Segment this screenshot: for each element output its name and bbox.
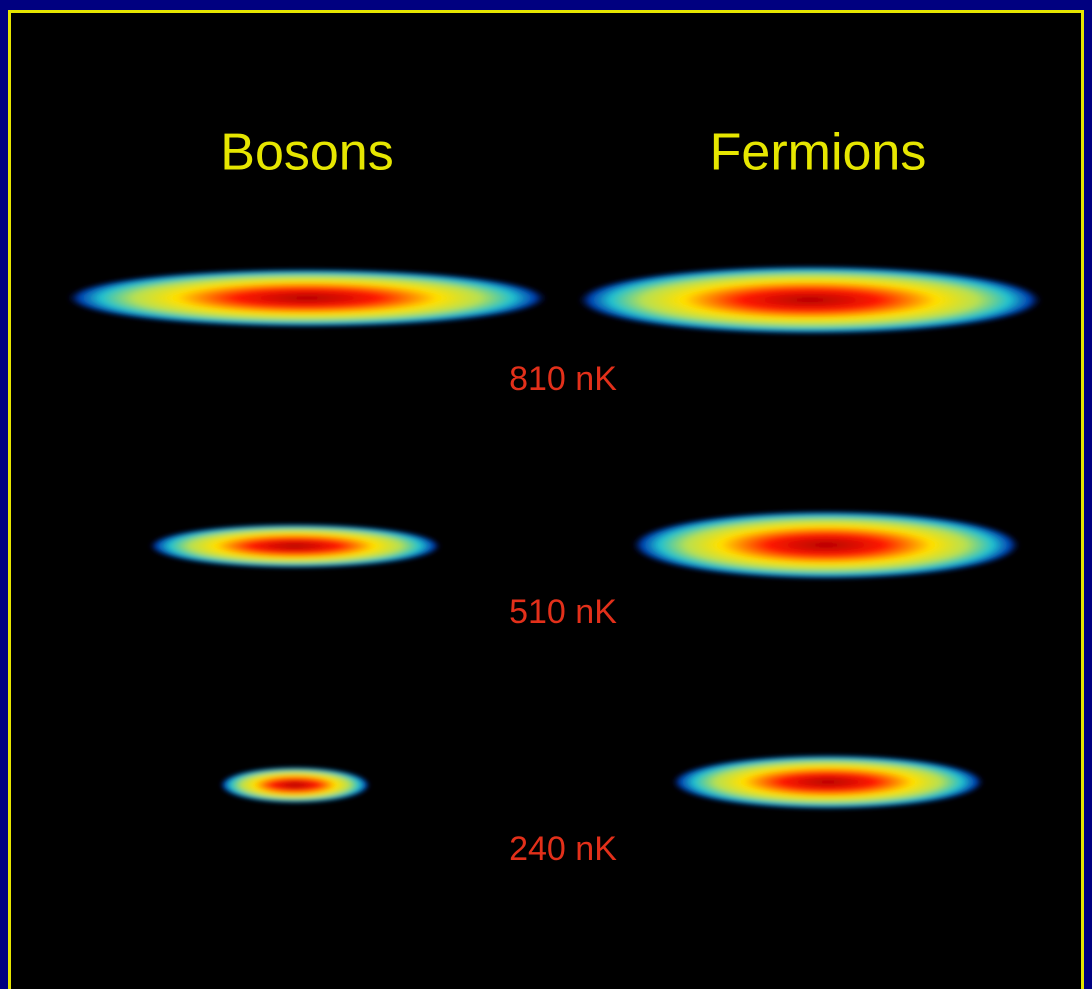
page-body: {"columns": ["Bosons", "Fermions"], "tem…	[0, 0, 1092, 989]
temperature-label: 810 nK	[509, 360, 617, 398]
boson-cloud	[149, 524, 441, 568]
page: Bosons and Fermions html, body { margin:…	[0, 0, 1092, 989]
fermion-cloud	[632, 511, 1020, 579]
figure: Bosons Fermions 810 nK 510 nK 240 nK	[0, 0, 1092, 989]
column-heading: Bosons	[220, 124, 393, 182]
boson-cloud	[220, 767, 370, 803]
column-heading: Fermions	[710, 124, 927, 182]
fermion-cloud	[672, 755, 984, 809]
fermion-cloud	[578, 266, 1042, 334]
temperature-label: 240 nK	[509, 830, 617, 868]
temperature-label: 510 nK	[509, 593, 617, 631]
boson-cloud	[67, 269, 547, 327]
